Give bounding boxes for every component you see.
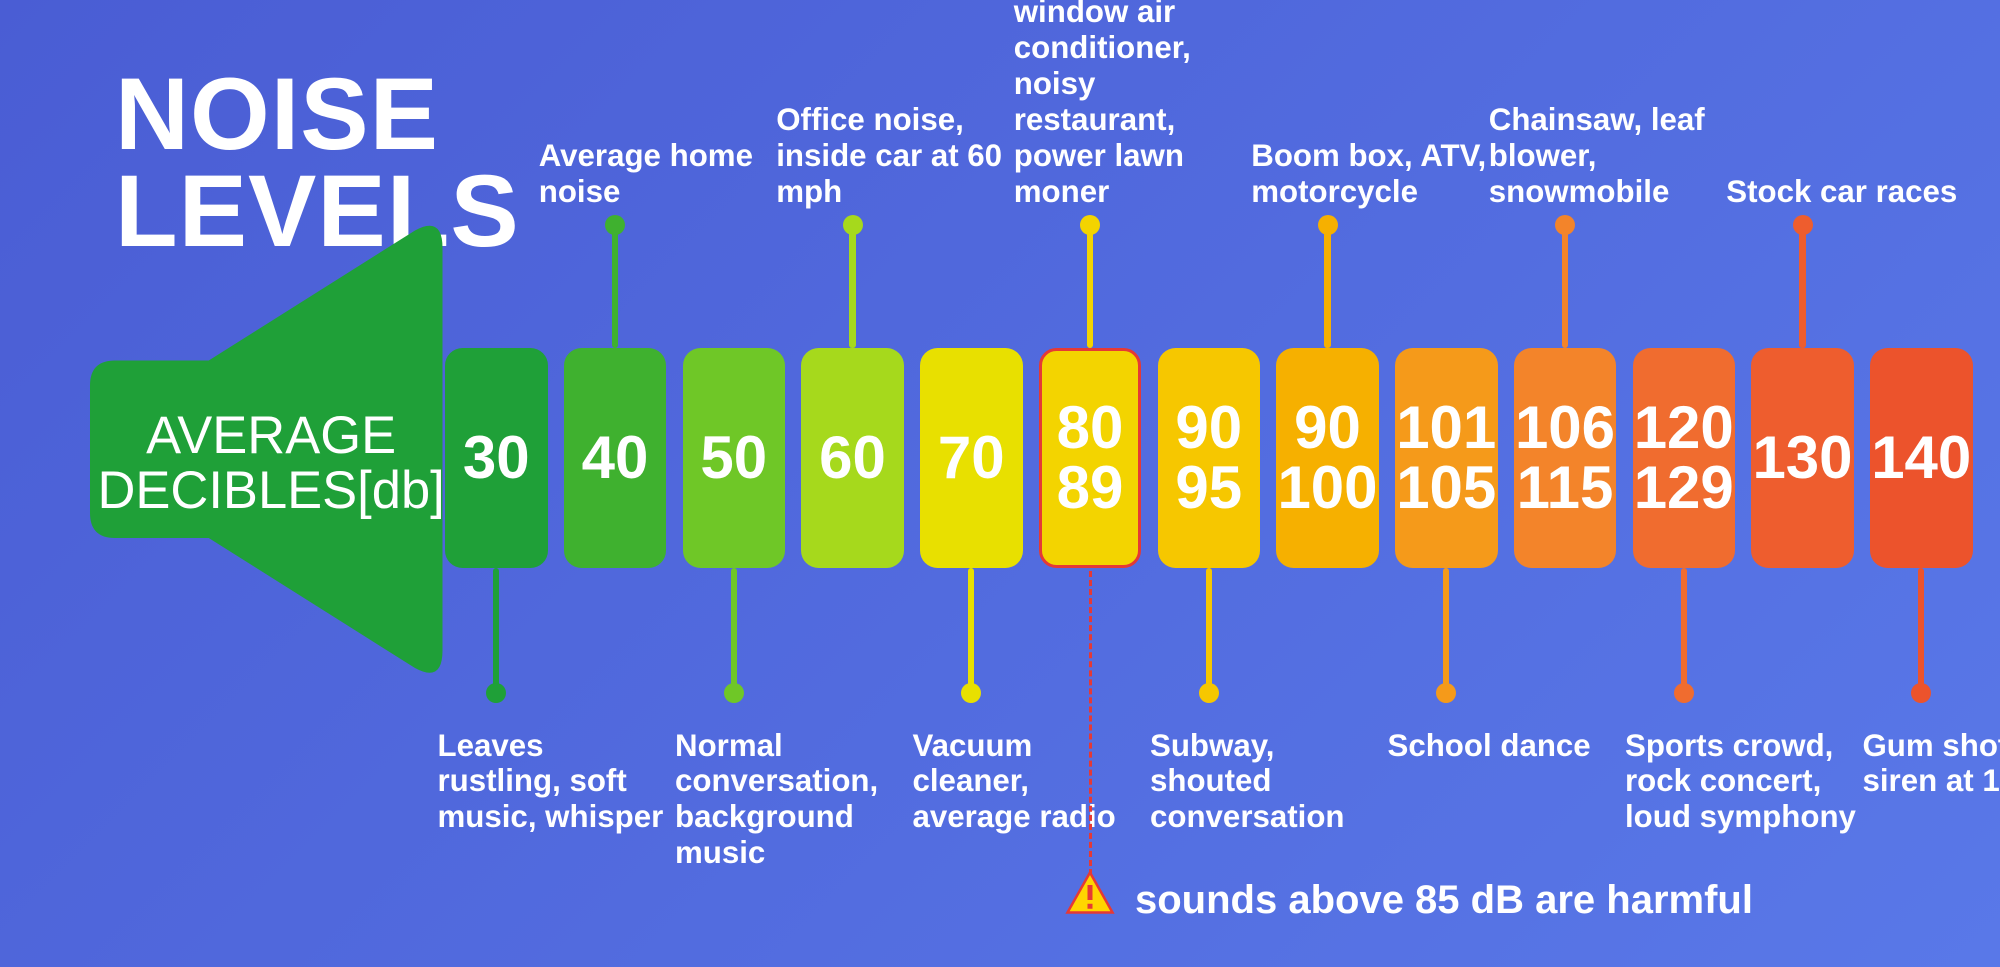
db-value-5-1: 89 (1057, 458, 1124, 518)
db-value-6-1: 95 (1175, 458, 1242, 518)
dot-12 (1911, 683, 1931, 703)
db-value-11-0: 130 (1752, 428, 1852, 488)
db-box-10: 120129 (1633, 348, 1736, 568)
stem-8 (1443, 568, 1449, 693)
db-value-8-1: 105 (1396, 458, 1496, 518)
label-4: Vacuum cleaner, average radio (913, 728, 1151, 836)
db-box-9: 106115 (1514, 348, 1617, 568)
db-box-2: 50 (683, 348, 786, 568)
label-9: Chainsaw, leaf blower, snowmobile (1489, 102, 1727, 210)
label-2: Normal conversation, background music (675, 728, 913, 872)
label-0: Leaves rustling, soft music, whisper (438, 728, 676, 836)
dot-10 (1674, 683, 1694, 703)
db-box-8: 101105 (1395, 348, 1498, 568)
dot-8 (1436, 683, 1456, 703)
stem-12 (1918, 568, 1924, 693)
db-value-3-0: 60 (819, 428, 886, 488)
db-value-10-0: 120 (1634, 398, 1734, 458)
label-8: School dance (1388, 728, 1626, 764)
db-value-6-0: 90 (1175, 398, 1242, 458)
dot-5 (1080, 215, 1100, 235)
subtitle-line1: AVERAGE (98, 408, 445, 463)
stem-4 (968, 568, 974, 693)
db-value-9-1: 115 (1517, 458, 1614, 518)
db-value-5-0: 80 (1057, 398, 1124, 458)
db-box-7: 90100 (1276, 348, 1379, 568)
dot-4 (961, 683, 981, 703)
dot-7 (1318, 215, 1338, 235)
dot-11 (1793, 215, 1813, 235)
db-box-4: 70 (920, 348, 1023, 568)
dot-6 (1199, 683, 1219, 703)
dot-0 (486, 683, 506, 703)
infographic-stage: NOISE LEVELS AVERAGE DECIBLES[db] 304050… (0, 0, 2000, 967)
warning-line (1089, 571, 1092, 875)
db-value-4-0: 70 (938, 428, 1005, 488)
stem-10 (1681, 568, 1687, 693)
stem-0 (493, 568, 499, 693)
db-box-3: 60 (801, 348, 904, 568)
db-box-6: 9095 (1158, 348, 1261, 568)
db-value-2-0: 50 (700, 428, 767, 488)
label-6: Subway, shouted conversation (1150, 728, 1388, 836)
label-10: Sports crowd, rock concert, loud symphon… (1625, 728, 1863, 836)
label-7: Boom box, ATV, motorcycle (1251, 138, 1489, 210)
stem-5 (1087, 225, 1093, 348)
dot-2 (724, 683, 744, 703)
label-12: Gum shot, siren at 100 feet (1863, 728, 2000, 800)
title-line1: NOISE (115, 65, 520, 162)
db-value-10-1: 129 (1634, 458, 1734, 518)
db-value-9-0: 106 (1515, 398, 1615, 458)
stem-6 (1206, 568, 1212, 693)
stem-7 (1324, 225, 1330, 348)
db-value-0-0: 30 (463, 428, 530, 488)
label-1: Average home noise (539, 138, 777, 210)
label-5: Heavy traffic, window air conditioner, n… (1014, 0, 1252, 210)
stem-11 (1799, 225, 1805, 348)
warning-icon (1065, 870, 1115, 915)
dot-1 (605, 215, 625, 235)
db-value-1-0: 40 (582, 428, 649, 488)
db-box-5: 8089 (1039, 348, 1142, 568)
label-3: Office noise, inside car at 60 mph (776, 102, 1014, 210)
db-box-0: 30 (445, 348, 548, 568)
dot-3 (843, 215, 863, 235)
label-11: Stock car races (1726, 174, 1964, 210)
db-value-7-0: 90 (1294, 398, 1361, 458)
dot-9 (1555, 215, 1575, 235)
db-box-11: 130 (1751, 348, 1854, 568)
stem-2 (731, 568, 737, 693)
stem-9 (1562, 225, 1568, 348)
db-value-7-1: 100 (1277, 458, 1377, 518)
subtitle: AVERAGE DECIBLES[db] (98, 408, 445, 518)
db-value-12-0: 140 (1871, 428, 1971, 488)
stem-3 (849, 225, 855, 348)
subtitle-line2: DECIBLES[db] (98, 463, 445, 518)
db-box-12: 140 (1870, 348, 1973, 568)
db-value-8-0: 101 (1396, 398, 1496, 458)
warning-text: sounds above 85 dB are harmful (1135, 878, 1753, 923)
stem-1 (612, 225, 618, 348)
db-box-1: 40 (564, 348, 667, 568)
